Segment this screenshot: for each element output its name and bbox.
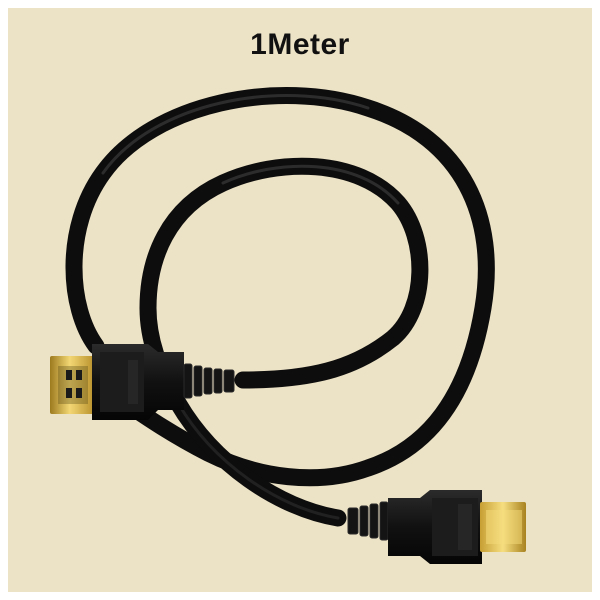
- product-image-frame: 1Meter: [8, 8, 592, 592]
- hdmi-connector-left: [50, 344, 235, 420]
- hdmi-cable-illustration: [50, 87, 526, 564]
- cable-length-title: 1Meter: [250, 28, 350, 61]
- hdmi-connector-right: [347, 490, 526, 564]
